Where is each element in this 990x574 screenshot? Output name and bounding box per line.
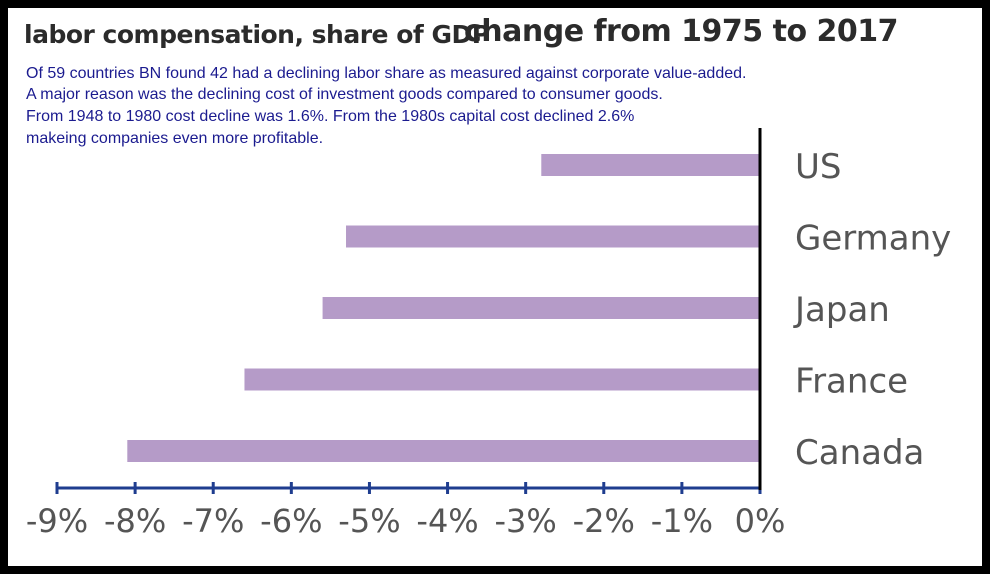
category-label-france: France (795, 362, 908, 402)
x-tick-label: -6% (260, 502, 322, 540)
bar-france (244, 368, 760, 391)
x-tick-label: -1% (651, 502, 713, 540)
x-tick-label: -9% (26, 502, 88, 540)
category-label-canada: Canada (795, 433, 924, 473)
note-line-2: A major reason was the declining cost of… (26, 86, 663, 103)
x-tick-label: -8% (104, 502, 166, 540)
note-line-4: makeing companies even more profitable. (26, 130, 324, 147)
x-tick-label: -7% (182, 502, 244, 540)
bar-canada (127, 440, 761, 462)
x-tick-label: 0% (735, 502, 786, 540)
x-tick-label: -5% (338, 502, 400, 540)
bar-germany (346, 225, 760, 248)
note-line-1: Of 59 countries BN found 42 had a declin… (26, 65, 747, 82)
chart-title-part2: change from 1975 to 2017 (464, 14, 899, 49)
x-tick-label: -4% (416, 502, 478, 540)
category-label-us: US (795, 147, 841, 187)
bar-us (541, 154, 760, 176)
bar-japan (322, 297, 760, 319)
category-label-germany: Germany (795, 219, 951, 259)
note-line-3: From 1948 to 1980 cost decline was 1.6%.… (26, 108, 635, 125)
category-label-japan: Japan (793, 290, 890, 330)
x-tick-label: -3% (495, 502, 557, 540)
x-tick-label: -2% (573, 502, 635, 540)
chart-title-part1: labor compensation, share of GDP (24, 20, 490, 49)
